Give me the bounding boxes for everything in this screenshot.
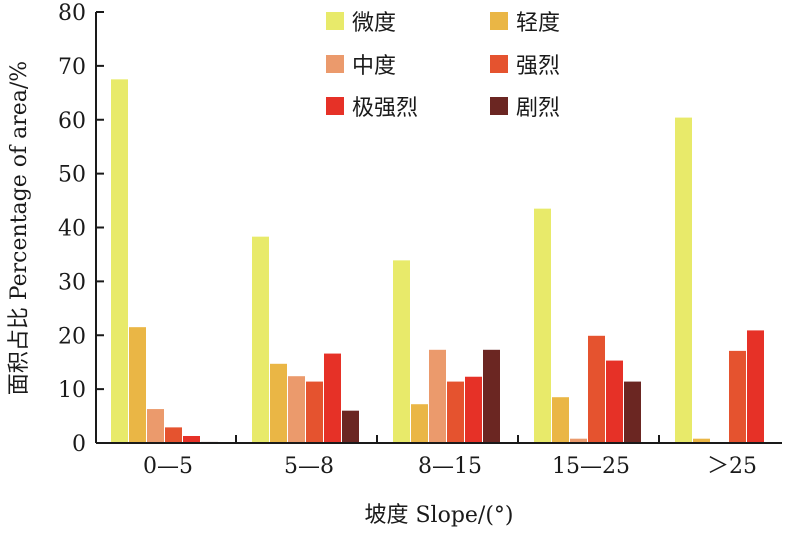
bar: [270, 363, 287, 443]
legend-swatch: [326, 12, 344, 30]
bar: [534, 208, 551, 443]
x-tick-label: 5—8: [284, 454, 334, 479]
x-tick-label: 15—25: [552, 454, 630, 479]
legend-label: 剧烈: [516, 96, 560, 121]
y-tick-label: 40: [58, 217, 86, 242]
bars: [111, 79, 764, 443]
bar: [183, 435, 200, 443]
bar: [342, 410, 359, 443]
bar: [483, 349, 500, 443]
bar: [465, 376, 482, 443]
legend-swatch: [326, 97, 344, 115]
bar: [393, 260, 410, 443]
bar: [165, 427, 182, 443]
y-tick-label: 80: [58, 1, 86, 26]
x-ticks: 0—5 5—8 8—15 15—25 ＞25: [143, 435, 757, 479]
legend-label: 微度: [352, 11, 396, 36]
x-tick-label: ＞25: [707, 454, 757, 479]
bar: [129, 327, 146, 443]
bar: [624, 381, 641, 443]
bar: [324, 353, 341, 443]
y-ticks: 0 10 20 30 40 50 60 70 80: [58, 1, 104, 457]
bar: [111, 79, 128, 443]
x-tick-label: 0—5: [143, 454, 193, 479]
legend-label: 极强烈: [352, 96, 418, 121]
legend-label: 轻度: [516, 11, 560, 36]
y-tick-label: 60: [58, 109, 86, 134]
y-tick-label: 20: [58, 324, 86, 349]
bar: [570, 438, 587, 443]
bar: [588, 335, 605, 443]
y-tick-label: 30: [58, 270, 86, 295]
bar: [429, 349, 446, 443]
bar: [411, 404, 428, 443]
bar: [552, 397, 569, 443]
bar: [447, 381, 464, 443]
bar: [729, 350, 746, 443]
y-tick-label: 10: [58, 378, 86, 403]
legend-label: 强烈: [516, 54, 560, 79]
y-tick-label: 50: [58, 163, 86, 188]
bar: [306, 381, 323, 443]
x-axis-title: 坡度 Slope/(°): [364, 503, 513, 528]
bar: [288, 376, 305, 443]
bar: [675, 117, 692, 443]
legend-swatch: [490, 97, 508, 115]
y-tick-label: 0: [72, 432, 86, 457]
bar: [747, 330, 764, 443]
bar: [252, 236, 269, 443]
legend-swatch: [326, 55, 344, 73]
bar: [693, 438, 710, 443]
y-axis-title: 面积占比 Percentage of area/%: [7, 61, 32, 395]
legend-swatch: [490, 55, 508, 73]
y-tick-label: 70: [58, 55, 86, 80]
legend-label: 中度: [352, 54, 396, 79]
bar: [147, 409, 164, 443]
x-tick-label: 8—15: [418, 454, 482, 479]
bar: [606, 360, 623, 443]
legend-swatch: [490, 12, 508, 30]
